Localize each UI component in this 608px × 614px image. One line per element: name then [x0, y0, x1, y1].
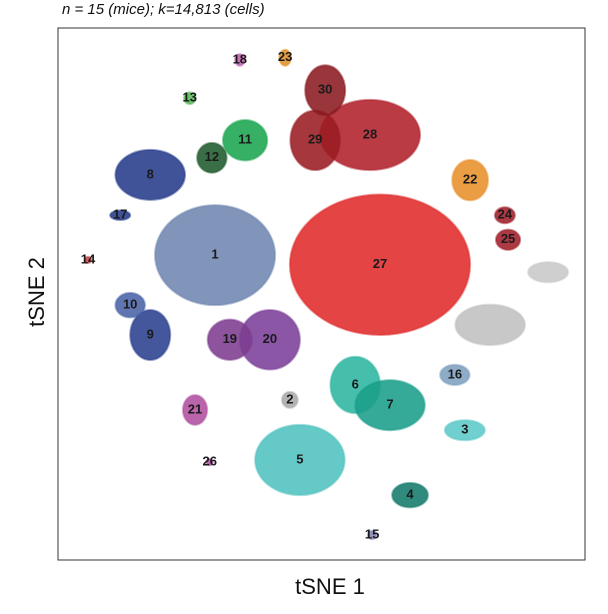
cluster	[443, 419, 486, 442]
cluster	[439, 363, 471, 386]
cluster-label: 9	[147, 326, 154, 341]
cluster	[493, 206, 516, 225]
cluster	[280, 390, 299, 409]
x-axis-label: tSNE 1	[295, 574, 365, 599]
cluster	[129, 308, 172, 361]
cluster-label: 13	[183, 90, 197, 105]
cluster	[196, 141, 228, 174]
chart-title: n = 15 (mice); k=14,813 (cells)	[62, 1, 265, 18]
cluster-label: 18	[233, 51, 247, 66]
cluster-label: 8	[147, 166, 154, 181]
cluster-label: 1	[211, 247, 218, 262]
cluster	[494, 228, 522, 251]
cluster	[451, 158, 490, 202]
cluster	[527, 261, 570, 284]
cluster	[366, 529, 378, 541]
cluster-label: 21	[188, 401, 202, 416]
cluster-label: 12	[205, 149, 219, 164]
cluster-label: 29	[308, 132, 322, 147]
cluster-label: 4	[406, 487, 414, 502]
cluster	[153, 204, 277, 307]
cluster-label: 23	[278, 49, 292, 64]
cluster-label: 6	[352, 376, 359, 391]
cluster	[234, 53, 246, 67]
plot-area: 1272829302019675341615212622224258179101…	[81, 48, 570, 541]
cluster-label: 11	[238, 132, 252, 147]
cluster-label: 15	[365, 526, 379, 541]
cluster	[304, 64, 347, 117]
cluster	[221, 119, 269, 162]
cluster-label: 25	[501, 231, 515, 246]
cluster-label: 3	[461, 422, 468, 437]
cluster-label: 28	[363, 126, 377, 141]
cluster-label: 17	[113, 207, 127, 222]
cluster	[114, 148, 187, 201]
cluster	[205, 457, 214, 467]
cluster-label: 16	[448, 366, 462, 381]
cluster-label: 14	[81, 251, 96, 266]
cluster-label: 27	[373, 256, 387, 271]
cluster	[109, 209, 132, 222]
cluster	[278, 48, 292, 67]
cluster	[83, 255, 93, 265]
cluster	[391, 481, 429, 509]
cluster	[454, 303, 526, 347]
y-axis-label: tSNE 2	[24, 257, 49, 327]
cluster-label: 19	[223, 331, 237, 346]
cluster	[354, 379, 426, 432]
cluster-label: 26	[203, 454, 217, 469]
cluster-label: 20	[263, 331, 277, 346]
cluster-label: 24	[498, 207, 513, 222]
cluster	[114, 291, 146, 319]
cluster-label: 5	[296, 451, 303, 466]
plot-frame	[57, 27, 586, 561]
cluster	[181, 394, 209, 426]
cluster	[254, 423, 346, 497]
cluster	[206, 318, 253, 361]
cluster-label: 2	[286, 391, 293, 406]
cluster	[288, 193, 472, 336]
cluster-label: 30	[318, 82, 332, 97]
cluster-label: 22	[463, 172, 477, 187]
cluster	[182, 91, 197, 106]
cluster-label: 10	[123, 297, 137, 312]
cluster-label: 7	[386, 397, 393, 412]
